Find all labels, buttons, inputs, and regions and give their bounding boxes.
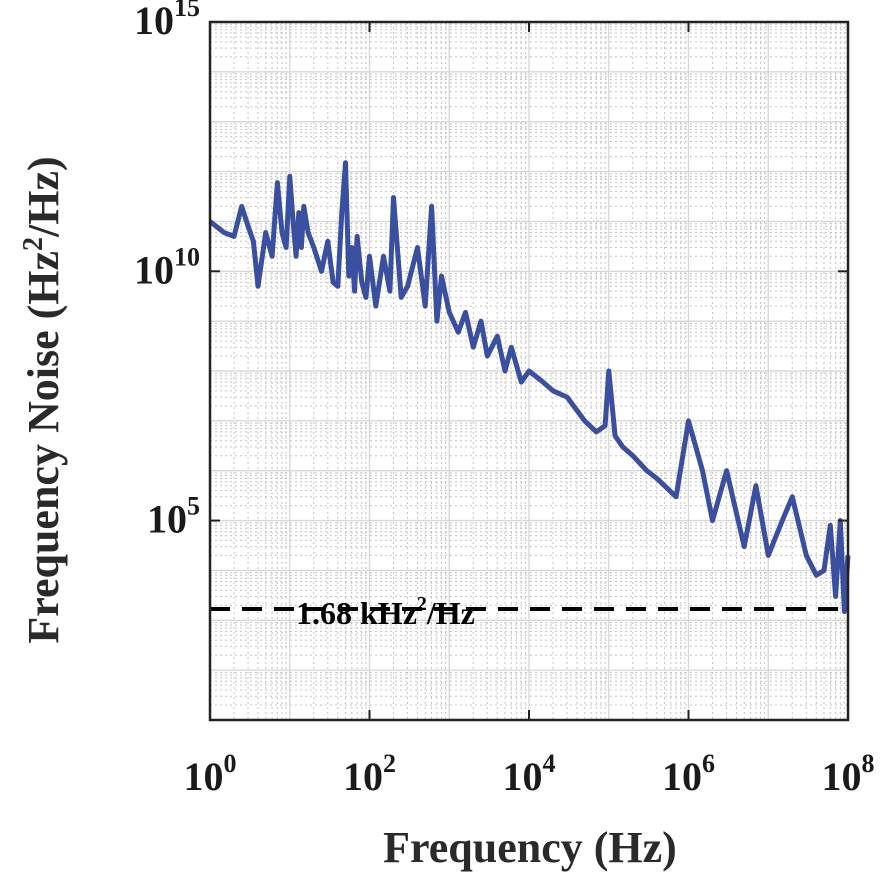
x-tick-label-exponent: 8 <box>862 749 875 778</box>
x-tick-label-base: 10 <box>503 754 543 799</box>
y-tick-label: 1015 <box>134 0 200 43</box>
y-tick-label-exponent: 15 <box>174 0 200 22</box>
x-tick-label: 100 <box>184 749 237 799</box>
reference-line-label: 1.68 kHz2/Hz <box>296 593 475 631</box>
y-tick-label-exponent: 10 <box>174 242 200 271</box>
reference-label-pre: 1.68 kHz <box>296 595 417 631</box>
x-tick-label: 104 <box>503 749 556 799</box>
y-axis-title-pre: Frequency Noise (Hz <box>19 251 68 644</box>
x-tick-label-exponent: 2 <box>383 749 396 778</box>
x-tick-label: 108 <box>822 749 875 799</box>
y-tick-label-exponent: 5 <box>187 492 200 521</box>
axis-ticks <box>209 21 849 720</box>
x-tick-label-exponent: 6 <box>702 749 715 778</box>
y-tick-label: 105 <box>147 492 200 542</box>
reference-label-sup: 2 <box>417 593 427 615</box>
grid-minor <box>210 22 848 720</box>
y-axis-title-post: /Hz) <box>19 156 68 238</box>
x-tick-label: 102 <box>343 749 396 799</box>
x-tick-label-exponent: 4 <box>543 749 556 778</box>
x-tick-label-exponent: 0 <box>224 749 237 778</box>
reference-label-post: /Hz <box>426 595 475 631</box>
x-tick-label-base: 10 <box>184 754 224 799</box>
y-tick-label-base: 10 <box>134 247 174 292</box>
x-tick-label: 106 <box>662 749 715 799</box>
series-group <box>208 160 851 614</box>
x-tick-label-base: 10 <box>662 754 702 799</box>
x-tick-label-base: 10 <box>822 754 862 799</box>
y-tick-label: 1010 <box>134 242 200 292</box>
y-tick-label-base: 10 <box>147 497 187 542</box>
frequency-noise-series-line <box>208 160 851 614</box>
x-tick-labels: 100 102 104 106 108 <box>184 749 875 799</box>
y-axis-title-sup: 2 <box>18 237 49 251</box>
y-axis-title: Frequency Noise (Hz2/Hz) <box>18 156 68 643</box>
x-tick-label-base: 10 <box>343 754 383 799</box>
y-tick-label-base: 10 <box>134 0 174 43</box>
x-axis-title: Frequency (Hz) <box>383 823 677 872</box>
